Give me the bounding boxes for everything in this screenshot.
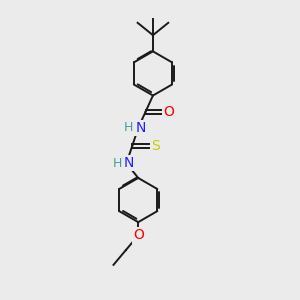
Text: H: H — [112, 157, 122, 170]
Text: O: O — [163, 105, 174, 119]
Text: N: N — [124, 156, 134, 170]
Text: H: H — [124, 122, 134, 134]
Text: S: S — [151, 139, 159, 153]
Text: N: N — [135, 121, 146, 135]
Text: O: O — [133, 228, 144, 242]
